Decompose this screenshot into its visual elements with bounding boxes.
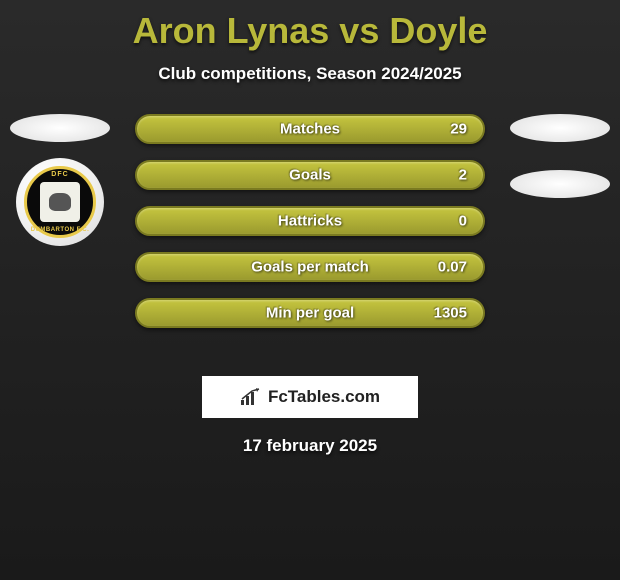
stat-bar-goals: Goals 2: [135, 160, 485, 190]
stat-value: 0.07: [438, 259, 467, 276]
stat-value: 0: [459, 213, 467, 230]
stat-value: 29: [450, 121, 467, 138]
stat-label: Min per goal: [266, 305, 354, 322]
left-player-col: DFC DUMBARTON F.C.: [5, 114, 115, 246]
player-avatar-placeholder: [10, 114, 110, 142]
stat-value: 1305: [434, 305, 467, 322]
badge-top-text: DFC: [27, 171, 93, 178]
date-text: 17 february 2025: [0, 436, 620, 456]
stat-bar-min-per-goal: Min per goal 1305: [135, 298, 485, 328]
stat-label: Goals: [289, 167, 331, 184]
stat-bar-goals-per-match: Goals per match 0.07: [135, 252, 485, 282]
right-player-col: [505, 114, 615, 198]
stat-bars: Matches 29 Goals 2 Hattricks 0 Goals per…: [135, 114, 485, 328]
stat-value: 2: [459, 167, 467, 184]
stat-label: Hattricks: [278, 213, 342, 230]
fctables-logo[interactable]: FcTables.com: [202, 376, 418, 418]
comparison-panel: DFC DUMBARTON F.C. Matches 29 Goals 2 Ha…: [0, 114, 620, 354]
stat-bar-matches: Matches 29: [135, 114, 485, 144]
club-badge: DFC DUMBARTON F.C.: [16, 158, 104, 246]
club-badge-placeholder: [510, 170, 610, 198]
page-title: Aron Lynas vs Doyle: [0, 0, 620, 52]
elephant-icon: [49, 193, 71, 211]
stat-label: Matches: [280, 121, 340, 138]
chart-icon: [240, 388, 262, 406]
stat-bar-hattricks: Hattricks 0: [135, 206, 485, 236]
player-avatar-placeholder: [510, 114, 610, 142]
subtitle: Club competitions, Season 2024/2025: [0, 64, 620, 84]
badge-bottom-text: DUMBARTON F.C.: [27, 227, 93, 233]
logo-text: FcTables.com: [268, 387, 380, 407]
stat-label: Goals per match: [251, 259, 369, 276]
